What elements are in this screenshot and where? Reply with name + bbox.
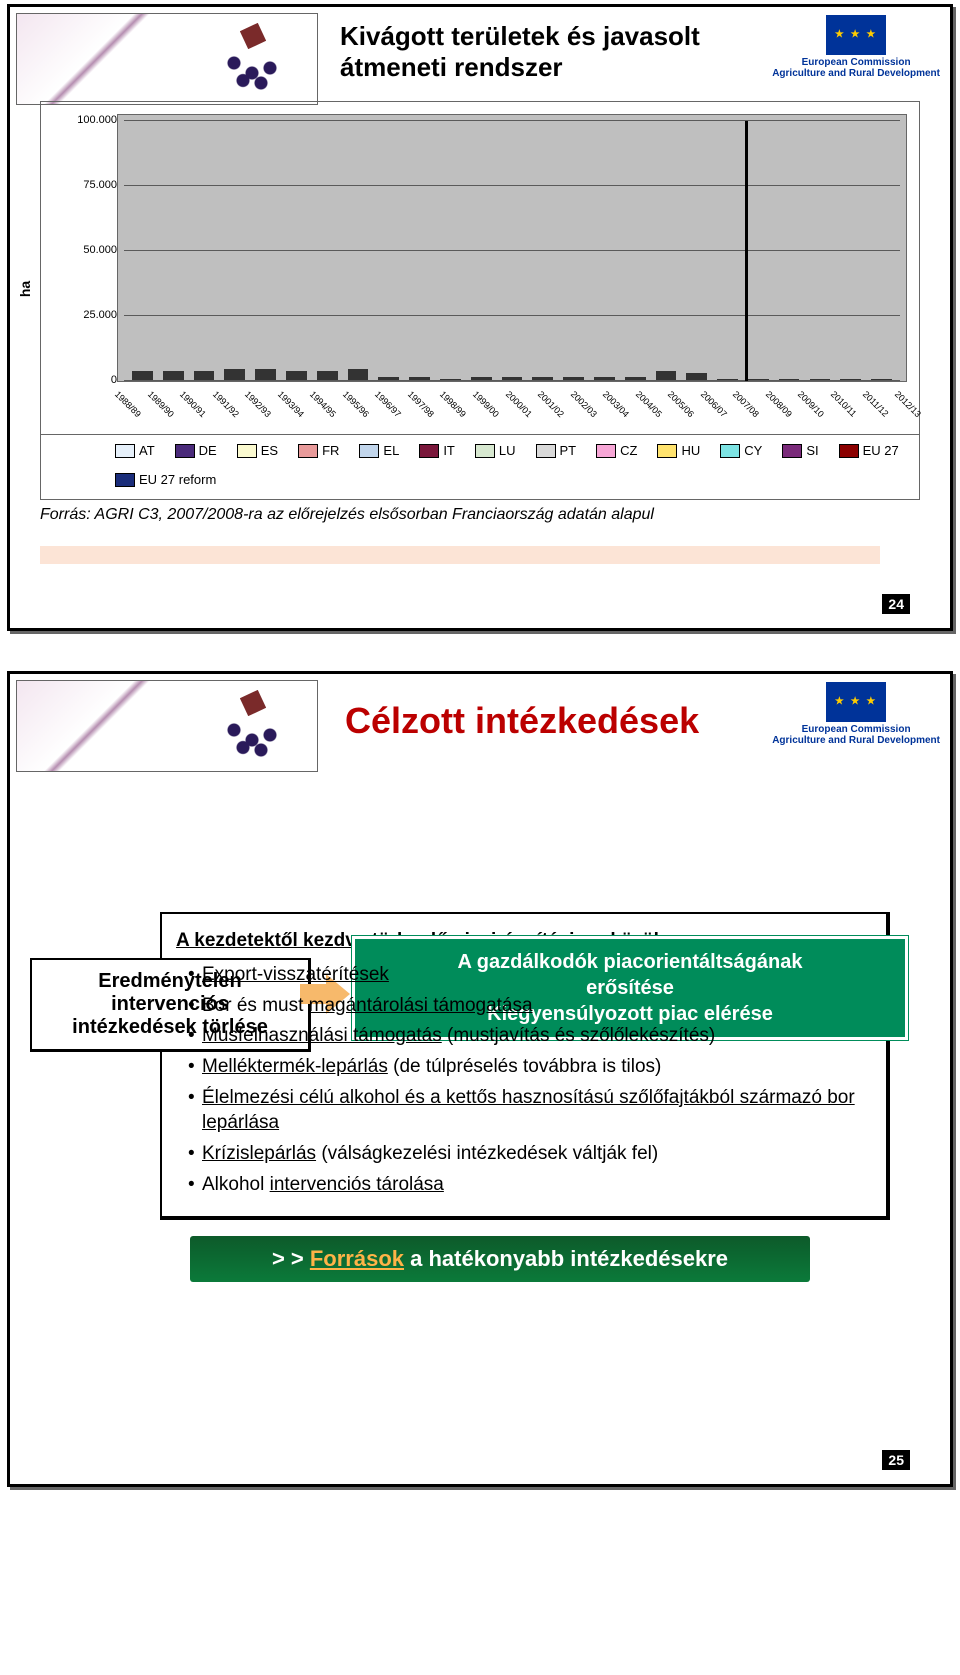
source-text: Forrás: AGRI C3, 2007/2008-ra az előreje… (40, 506, 950, 524)
eu-logo-block-2: European Commission Agriculture and Rura… (772, 682, 940, 746)
eu-flag-icon-2 (826, 682, 886, 722)
grapes-image-2 (16, 680, 318, 772)
chart-legend: AT DE ES FR EL IT LU PT CZ HU CY SI EU 27 EU 27 refor… (41, 434, 919, 499)
legend-item: AT (115, 443, 155, 458)
bars-row (124, 121, 900, 381)
legend-item: EU 27 reform (115, 472, 216, 487)
slide-2: European Commission Agriculture and Rura… (7, 671, 953, 1487)
legend-item: EU 27 (839, 443, 899, 458)
eu-text-2b: Agriculture and Rural Development (772, 735, 940, 746)
y-ticks: 025.00050.00075.000100.000 (47, 120, 117, 380)
legend-item: SI (782, 443, 818, 458)
legend-item: IT (419, 443, 455, 458)
legend-item: PT (536, 443, 577, 458)
grapes-image (16, 13, 318, 105)
slide-1: European Commission Agriculture and Rura… (7, 4, 953, 631)
x-ticks: 1988/891989/901990/911991/921992/931993/… (117, 382, 907, 434)
legend-item: LU (475, 443, 516, 458)
footer-banner: > > Források a hatékonyabb intézkedésekr… (190, 1236, 810, 1282)
bullet-item: Alkohol intervenciós tárolása (188, 1172, 872, 1198)
eu-flag-icon (826, 15, 886, 55)
bullet-item: Musfelhasználási támogatás (mustjavítás … (188, 1023, 872, 1049)
bullet-item: Krízislepárlás (válságkezelési intézkedé… (188, 1141, 872, 1167)
eu-logo-block: European Commission Agriculture and Rura… (772, 15, 940, 79)
bullet-item: Melléktermék-lepárlás (de túlpréselés to… (188, 1054, 872, 1080)
legend-item: CY (720, 443, 762, 458)
eu-text-2: Agriculture and Rural Development (772, 68, 940, 79)
eu-text-1: European Commission (772, 57, 940, 68)
legend-item: DE (175, 443, 217, 458)
bullet-item: Élelmezési célú alkohol és a kettős hasz… (188, 1085, 872, 1136)
legend-item: HU (657, 443, 700, 458)
legend-item: FR (298, 443, 339, 458)
bullet-list: Export-visszatérítések Bor és must magánt… (188, 962, 872, 1197)
chart-container: ha 025.00050.00075.000100.000 1988/89198… (40, 101, 920, 500)
bullet-item: Export-visszatérítések (188, 962, 872, 988)
legend-item: EL (359, 443, 399, 458)
eu-text-1b: European Commission (772, 724, 940, 735)
bullet-item: Bor és must magántárolási támogatása (188, 993, 872, 1019)
y-axis-label: ha (17, 281, 33, 297)
page-number-1: 24 (882, 594, 910, 614)
legend-item: CZ (596, 443, 637, 458)
source-strip (40, 546, 880, 564)
page-number-2: 25 (882, 1450, 910, 1470)
plot-area (117, 114, 907, 382)
legend-item: ES (237, 443, 278, 458)
